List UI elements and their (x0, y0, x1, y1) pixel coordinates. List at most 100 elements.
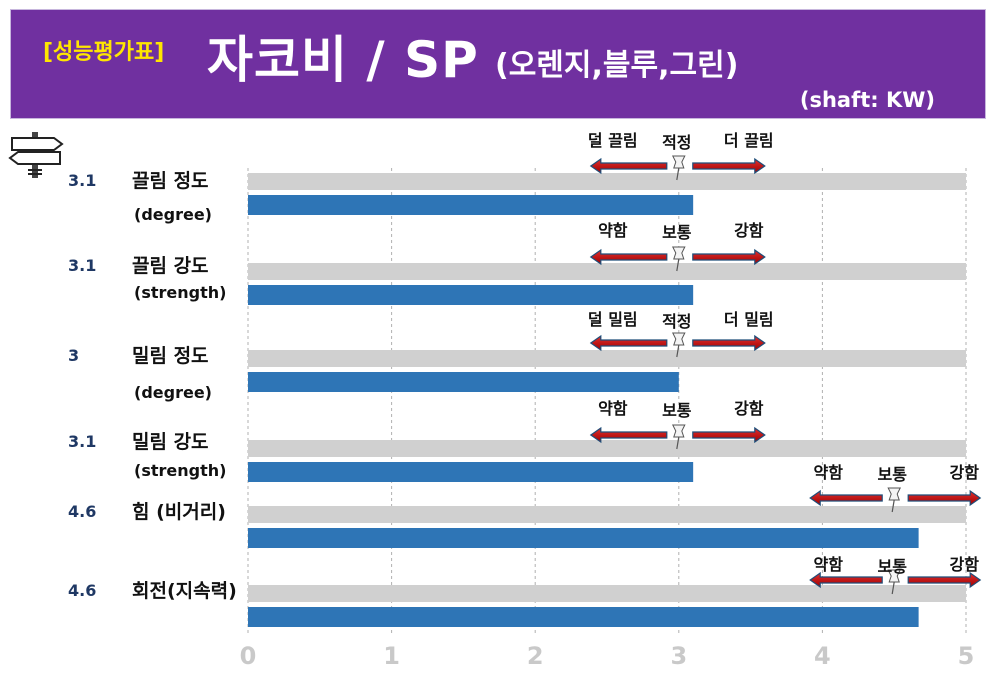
scale-indicator: 약함 보통 강함 (589, 221, 766, 272)
pushpin-icon (671, 332, 686, 358)
pushpin-icon (671, 155, 686, 181)
value-bar (248, 195, 694, 215)
evaluation-tag: [성능평가표] (43, 40, 165, 65)
signpost-icon (8, 132, 64, 178)
row-label: 끌림 정도 (132, 170, 209, 192)
scale-center-label: 보통 (662, 223, 692, 242)
left-arrow (809, 571, 883, 589)
scale-left-label: 약함 (598, 221, 628, 240)
left-arrow (589, 248, 668, 266)
row-sublabel: (strength) (134, 283, 226, 302)
scale-center-label: 보통 (877, 465, 907, 484)
row-label: 밀림 정도 (132, 345, 209, 367)
pin-head (671, 155, 686, 169)
pushpin-icon (887, 569, 902, 595)
track-bar (248, 350, 966, 367)
pin-head (887, 487, 902, 501)
scale-center-label: 보통 (662, 401, 692, 420)
row-score: 3.1 (68, 432, 96, 451)
row-label: 밀림 강도 (132, 431, 209, 453)
track-bar (248, 440, 966, 457)
pin-needle (676, 436, 680, 450)
header-banner: [성능평가표] 자코비 / SP (오렌지,블루,그린) (shaft: KW) (10, 9, 986, 119)
row-score: 3.1 (68, 171, 96, 190)
right-arrow (692, 248, 766, 266)
tick-label: 2 (527, 642, 544, 670)
scale-indicator: 덜 끌림 적정 더 끌림 (588, 131, 774, 181)
pushpin-icon (671, 424, 686, 450)
scale-indicator: 약함 보통 강함 (809, 463, 982, 513)
row-score: 3.1 (68, 256, 96, 275)
pin-head (671, 332, 686, 346)
row-label: 회전(지속력) (132, 580, 237, 602)
tick-label: 0 (240, 642, 257, 670)
pushpin-icon (887, 487, 902, 513)
row-sublabel: (degree) (134, 383, 212, 402)
scale-right-label: 강함 (949, 463, 979, 482)
pin-needle (676, 258, 680, 272)
scale-center-label: 적정 (662, 312, 691, 331)
track-bar (248, 585, 966, 602)
pin-needle (891, 581, 895, 595)
row-label: 힘 (비거리) (132, 501, 226, 523)
pin-head (671, 246, 686, 260)
scale-indicator: 약함 보통 강함 (589, 399, 766, 450)
row-sublabel: (strength) (134, 461, 226, 480)
scale-left-label: 약함 (598, 399, 628, 418)
scale-right-label: 강함 (734, 221, 764, 240)
scale-right-label: 강함 (734, 399, 764, 418)
left-arrow (809, 489, 883, 507)
grid-lines (247, 168, 967, 636)
pushpin-icon (671, 246, 686, 272)
pin-needle (891, 499, 895, 513)
scale-left-label: 덜 밀림 (588, 310, 638, 329)
row-sublabel: (degree) (134, 205, 212, 224)
value-bar (248, 528, 919, 548)
shaft-label: (shaft: KW) (799, 88, 935, 112)
scale-left-label: 덜 끌림 (588, 131, 638, 150)
scale-indicator: 덜 밀림 적정 더 밀림 (588, 310, 774, 358)
scale-indicator: 약함 보통 강함 (809, 555, 982, 595)
scale-left-label: 약함 (813, 555, 843, 574)
right-arrow (692, 334, 766, 352)
scale-center-label: 적정 (662, 133, 691, 152)
scale-right-label: 강함 (949, 555, 979, 574)
left-arrow (589, 426, 668, 444)
row-label: 끌림 강도 (132, 255, 209, 277)
tick-label: 5 (958, 642, 975, 670)
page-subtitle: (오렌지,블루,그린) (495, 48, 739, 83)
pin-needle (676, 167, 680, 181)
x-axis-ticks: 0 1 2 3 4 5 (240, 642, 975, 670)
pin-needle (676, 344, 680, 358)
value-bar (248, 372, 679, 392)
left-arrow (589, 157, 668, 175)
track-bar (248, 173, 966, 190)
scale-left-label: 약함 (813, 463, 843, 482)
scale-right-label: 더 밀림 (724, 310, 774, 329)
row-labels: 3.1 끌림 정도 (degree) 3.1 끌림 강도 (strength) 3 밀림 정도… (68, 170, 237, 602)
tick-label: 4 (814, 642, 831, 670)
pin-head (887, 569, 902, 583)
tick-label: 1 (383, 642, 400, 670)
right-arrow (907, 489, 982, 507)
value-bar (248, 285, 694, 305)
track-bar (248, 506, 966, 523)
page-title: 자코비 / SP (207, 31, 479, 89)
left-arrow (589, 334, 668, 352)
right-arrow (907, 571, 982, 589)
track-bar (248, 263, 966, 280)
scale-center-label: 보통 (877, 557, 907, 576)
right-arrow (692, 157, 766, 175)
bars-layer (248, 173, 966, 627)
pin-head (671, 424, 686, 438)
tick-label: 3 (670, 642, 687, 670)
value-bar (248, 462, 694, 482)
value-bar (248, 607, 919, 627)
scale-right-label: 더 끌림 (724, 131, 774, 150)
row-score: 4.6 (68, 502, 96, 521)
row-score: 4.6 (68, 581, 96, 600)
right-arrow (692, 426, 766, 444)
row-score: 3 (68, 346, 79, 365)
